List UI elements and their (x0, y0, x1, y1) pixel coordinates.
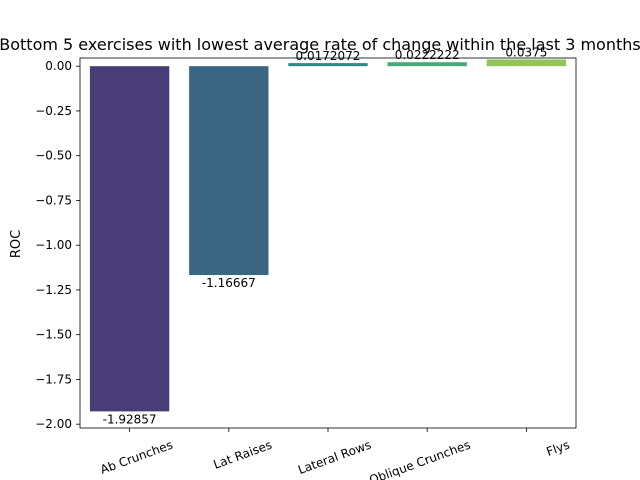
x-axis-ticks: Ab Crunches Lat Raises Lateral RowsOblique… (98, 428, 571, 480)
y-tick-label: −1.25 (35, 283, 72, 297)
y-tick-label: −0.75 (35, 193, 72, 207)
bar-lat-raises (189, 66, 269, 276)
y-tick-label: −2.00 (35, 417, 72, 431)
x-tick-label: Lateral Rows (296, 438, 373, 477)
y-tick-label: −1.75 (35, 372, 72, 386)
data-labels-group: -1.92857 -1.16667 0.0172072 0.0222222 0.0375 (103, 45, 548, 426)
data-label: 0.0222222 (395, 48, 460, 62)
y-axis-label: ROC (9, 230, 24, 258)
y-tick-label: 0.00 (45, 59, 72, 73)
y-tick-label: −1.50 (35, 328, 72, 342)
y-axis-ticks: 0.00 −0.25 −0.50 −0.75 −1.00 −1.25 −1.50 −1.75 −… (35, 59, 80, 431)
y-tick-label: −0.25 (35, 104, 72, 118)
bar-lateral-rows (288, 63, 368, 67)
x-tick-label: Ab Crunches (98, 438, 174, 477)
data-label: -1.92857 (103, 412, 157, 426)
bar-flys (486, 59, 567, 67)
x-tick-label: Oblique Crunches (367, 438, 472, 480)
chart-title: Bottom 5 exercises with lowest average r… (0, 35, 640, 54)
data-label: -1.16667 (202, 276, 256, 290)
data-label: 0.0172072 (296, 49, 361, 63)
x-tick-label: Flys (544, 438, 571, 459)
bar-oblique-crunches (387, 62, 467, 67)
bar-ab-crunches (89, 66, 170, 412)
y-tick-label: −0.50 (35, 149, 72, 163)
bars-group (89, 59, 567, 412)
y-tick-label: −1.00 (35, 238, 72, 252)
x-tick-label: Lat Raises (212, 438, 274, 472)
data-label: 0.0375 (505, 45, 547, 59)
plot-area-frame (79, 57, 577, 429)
